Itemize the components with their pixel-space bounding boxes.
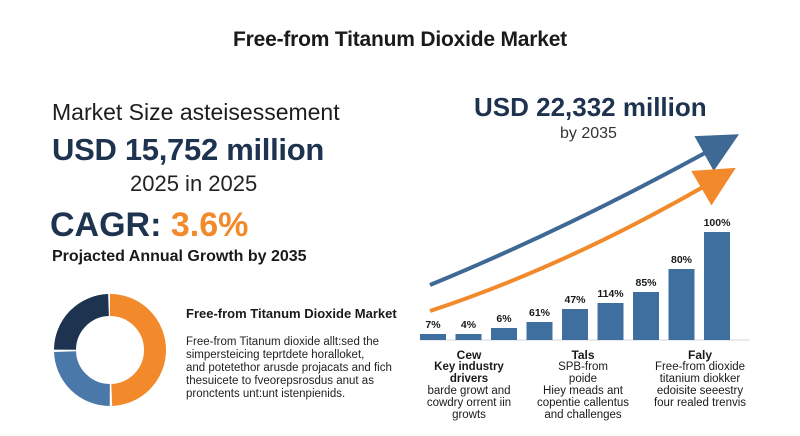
growth-chart: 7% 4% 6% 61% 47% 114% 85% 80% 100% bbox=[420, 134, 750, 341]
note-line: barde growt and bbox=[427, 385, 511, 397]
forecast-year: by 2035 bbox=[560, 125, 617, 142]
bar-label-2: 4% bbox=[461, 319, 477, 331]
bar-label-7: 85% bbox=[635, 277, 657, 289]
bar-8 bbox=[668, 269, 695, 340]
market-size-value: USD 15,752 million bbox=[52, 132, 324, 167]
bar-label-6: 114% bbox=[597, 288, 624, 300]
trend-line-orange bbox=[429, 167, 736, 313]
note-subheading: drivers bbox=[449, 373, 489, 385]
trend-line-blue bbox=[429, 134, 740, 287]
bar-label-9: 100% bbox=[704, 217, 732, 229]
market-size-label: Market Size asteisessement bbox=[52, 99, 340, 125]
note-heading: Faly bbox=[687, 348, 712, 362]
bar-label-5: 47% bbox=[564, 294, 586, 306]
donut-description-line: pronctents unt:unt istenpienids. bbox=[186, 388, 346, 400]
donut-description-line: thesuicete to fveorepsrosdus anut as bbox=[186, 375, 374, 387]
forecast-value: USD 22,332 million bbox=[474, 92, 707, 122]
donut-description-line: simpersteicing teprtdete horalloket, bbox=[186, 349, 365, 361]
note-line: four realed trenvis bbox=[653, 397, 747, 409]
page-title: Free-from Titanum Dioxide Market bbox=[233, 28, 567, 51]
note-drivers: Cew Key industry drivers barde growt and cow… bbox=[394, 349, 544, 421]
bar-3 bbox=[491, 328, 517, 340]
bar-7 bbox=[633, 292, 659, 340]
bar-label-1: 7% bbox=[425, 319, 441, 331]
cagr-value: 3.6% bbox=[170, 206, 249, 244]
note-line: growts bbox=[452, 409, 486, 421]
market-size-year: 2025 in 2025 bbox=[130, 171, 258, 196]
bar-label-4: 61% bbox=[529, 307, 551, 319]
note-heading: Tals bbox=[571, 348, 595, 362]
note-line: Free-from dioxide bbox=[654, 361, 746, 373]
bar-1 bbox=[420, 334, 446, 340]
note-line: titanium diokker bbox=[659, 373, 741, 385]
cagr-subtitle: Projacted Annual Growth by 2035 bbox=[52, 248, 307, 265]
bar-4 bbox=[526, 322, 553, 340]
bars-group: 7% 4% 6% 61% 47% 114% 85% 80% 100% bbox=[420, 217, 731, 340]
note-heading: Cew bbox=[456, 348, 482, 362]
bar-6 bbox=[597, 303, 624, 340]
donut-description: Free-from Titanum dioxide allt:sed the si… bbox=[186, 336, 392, 401]
bar-2 bbox=[455, 334, 482, 340]
donut-description-line: and potetethor arusde projacats and fich bbox=[186, 362, 392, 374]
donut-slice-orange bbox=[54, 294, 166, 406]
bar-9 bbox=[704, 232, 730, 340]
note-line: and challenges bbox=[544, 409, 622, 421]
note-line: cowdry orrent iin bbox=[426, 397, 512, 409]
bar-label-3: 6% bbox=[496, 313, 512, 325]
note-line: Hiey meads ant bbox=[543, 385, 623, 397]
note-line: SPB-from bbox=[558, 361, 608, 373]
note-line: poide bbox=[568, 373, 598, 385]
note-line: copentie callentus bbox=[536, 397, 630, 409]
donut-description-line: Free-from Titanum dioxide allt:sed the bbox=[186, 336, 380, 348]
note-line: edoisite seeestry bbox=[656, 385, 744, 397]
donut-title: Free-from Titanum Dioxide Market bbox=[186, 306, 397, 321]
note-trends: Faly Free-from dioxide titanium diokker edo… bbox=[625, 349, 775, 409]
bar-label-8: 80% bbox=[671, 254, 693, 266]
note-challenges: Tals SPB-from poide Hiey meads ant copentie … bbox=[508, 349, 658, 421]
cagr-label: CAGR: bbox=[50, 206, 162, 244]
note-subheading: Key industry bbox=[434, 361, 504, 373]
cagr-heading: CAGR: 3.6% bbox=[50, 206, 248, 245]
bar-5 bbox=[562, 309, 588, 340]
donut-chart bbox=[54, 294, 166, 406]
